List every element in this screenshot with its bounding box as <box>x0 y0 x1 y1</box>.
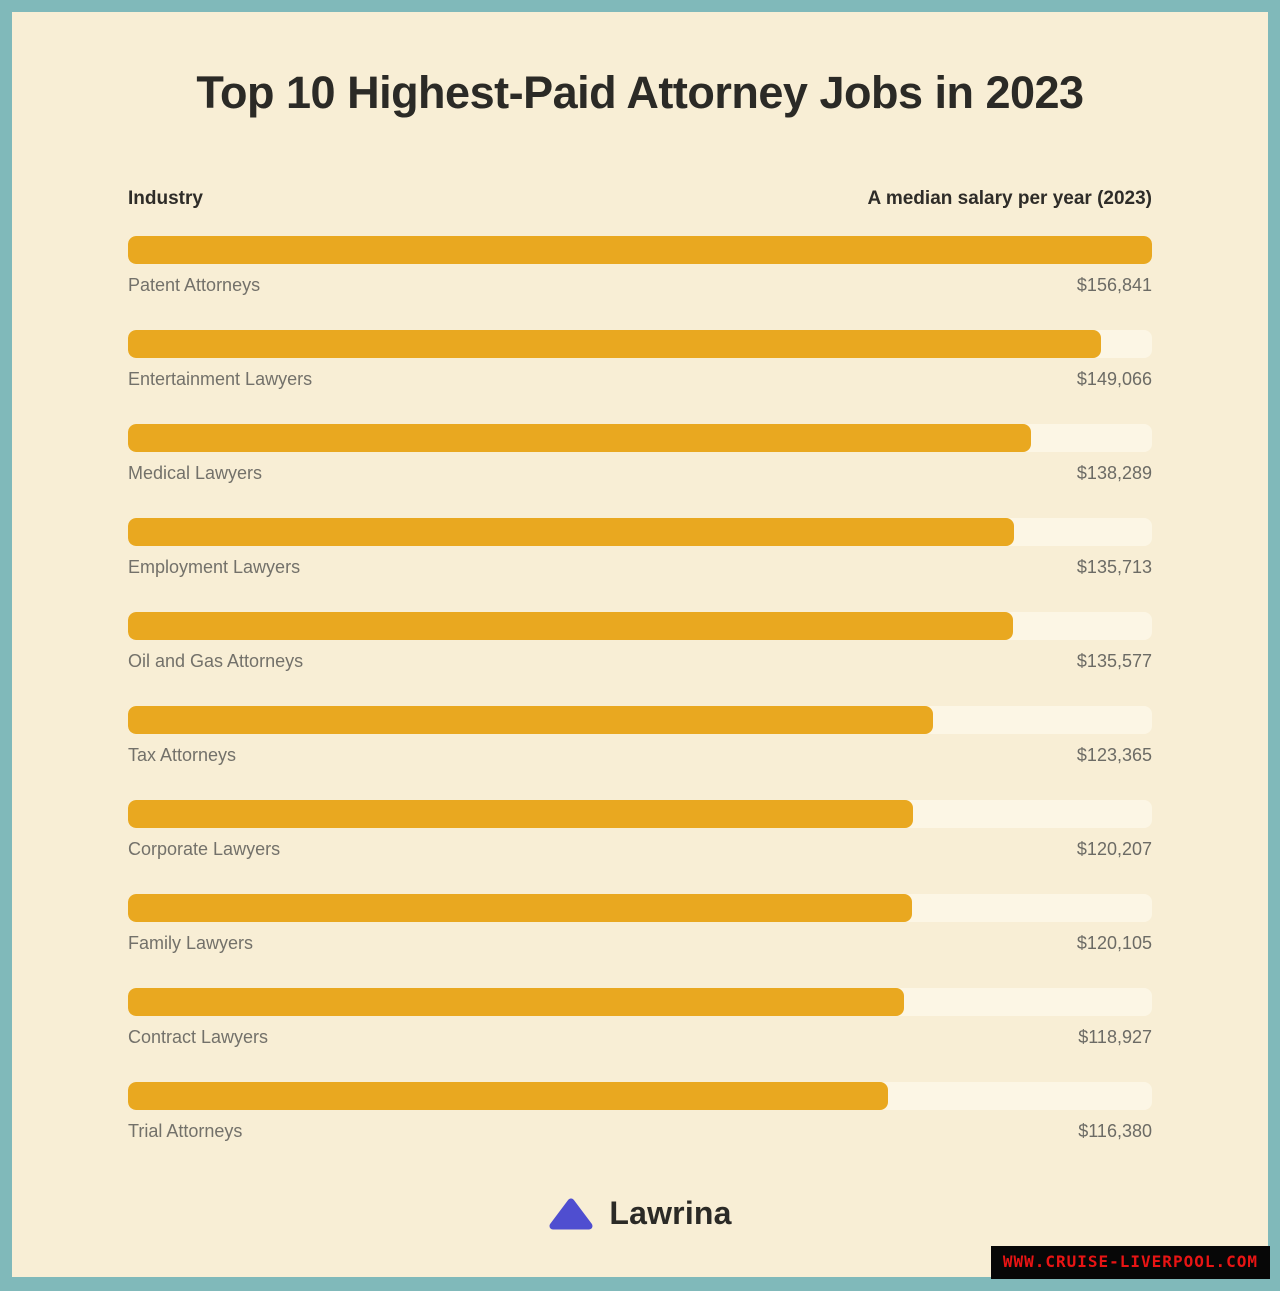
salary-bar <box>128 706 934 734</box>
bar-row-text: Medical Lawyers $138,289 <box>128 462 1152 484</box>
bar-row: Medical Lawyers $138,289 <box>128 424 1152 484</box>
salary-bar <box>128 988 905 1016</box>
bar-row: Trial Attorneys $116,380 <box>128 1082 1152 1142</box>
industry-label: Oil and Gas Attorneys <box>128 651 304 671</box>
chart-area: Industry A median salary per year (2023)… <box>128 188 1152 1176</box>
salary-bar <box>128 424 1031 452</box>
bar-track <box>128 424 1152 452</box>
salary-value: $120,207 <box>1076 839 1152 859</box>
brand-name: Lawrina <box>609 1195 732 1231</box>
industry-label: Trial Attorneys <box>128 1121 243 1141</box>
industry-label: Contract Lawyers <box>128 1027 269 1047</box>
salary-value: $149,066 <box>1076 369 1152 389</box>
watermark-text: WWW.CRUISE-LIVERPOOL.COM <box>1002 1252 1258 1271</box>
bar-track <box>128 1082 1152 1110</box>
industry-label: Entertainment Lawyers <box>128 369 313 389</box>
industry-label: Corporate Lawyers <box>128 839 281 859</box>
bar-track <box>128 894 1152 922</box>
salary-value: $118,927 <box>1078 1027 1152 1047</box>
bar-track <box>128 800 1152 828</box>
salary-value: $135,577 <box>1076 651 1152 671</box>
bar-row: Corporate Lawyers $120,207 <box>128 800 1152 860</box>
bar-row-text: Patent Attorneys $156,841 <box>128 274 1152 296</box>
salary-bar <box>128 800 913 828</box>
column-headers: Industry A median salary per year (2023) <box>128 188 1152 210</box>
salary-value: $138,289 <box>1076 463 1152 483</box>
salary-value: $116,380 <box>1078 1121 1152 1141</box>
bar-track <box>128 236 1152 264</box>
bar-row: Contract Lawyers $118,927 <box>128 988 1152 1048</box>
industry-label: Medical Lawyers <box>128 463 263 483</box>
salary-value: $156,841 <box>1076 275 1152 295</box>
salary-value: $135,713 <box>1076 557 1152 577</box>
salary-bar <box>128 236 1152 264</box>
salary-value: $120,105 <box>1076 933 1152 953</box>
industry-label: Patent Attorneys <box>128 275 261 295</box>
bar-row-text: Family Lawyers $120,105 <box>128 932 1152 954</box>
bar-track <box>128 706 1152 734</box>
watermark-badge: WWW.CRUISE-LIVERPOOL.COM <box>990 1246 1270 1279</box>
bar-row: Oil and Gas Attorneys $135,577 <box>128 612 1152 672</box>
column-header-salary: A median salary per year (2023) <box>867 188 1152 209</box>
industry-label: Family Lawyers <box>128 933 254 953</box>
bar-row: Patent Attorneys $156,841 <box>128 236 1152 296</box>
bar-track <box>128 988 1152 1016</box>
bar-row: Family Lawyers $120,105 <box>128 894 1152 954</box>
bar-row-text: Tax Attorneys $123,365 <box>128 744 1152 766</box>
bar-row: Tax Attorneys $123,365 <box>128 706 1152 766</box>
bar-track <box>128 612 1152 640</box>
salary-bar <box>128 612 1014 640</box>
bar-row: Entertainment Lawyers $149,066 <box>128 330 1152 390</box>
page-title: Top 10 Highest-Paid Attorney Jobs in 202… <box>196 67 1084 118</box>
bar-row-text: Corporate Lawyers $120,207 <box>128 838 1152 860</box>
industry-label: Tax Attorneys <box>128 745 237 765</box>
bar-row: Employment Lawyers $135,713 <box>128 518 1152 578</box>
salary-bar <box>128 330 1102 358</box>
salary-bar <box>128 518 1015 546</box>
bar-row-text: Employment Lawyers $135,713 <box>128 556 1152 578</box>
bar-rows: Patent Attorneys $156,841 Entertainment … <box>128 236 1152 1142</box>
column-header-industry: Industry <box>128 188 203 209</box>
salary-bar <box>128 894 913 922</box>
bar-track <box>128 330 1152 358</box>
industry-label: Employment Lawyers <box>128 557 301 577</box>
salary-bar <box>128 1082 888 1110</box>
bar-row-text: Contract Lawyers $118,927 <box>128 1026 1152 1048</box>
lawrina-triangle-icon <box>549 1198 593 1229</box>
bar-row-text: Entertainment Lawyers $149,066 <box>128 368 1152 390</box>
salary-value: $123,365 <box>1076 745 1152 765</box>
bar-row-text: Oil and Gas Attorneys $135,577 <box>128 650 1152 672</box>
infographic-panel: Top 10 Highest-Paid Attorney Jobs in 202… <box>12 12 1268 1277</box>
bar-row-text: Trial Attorneys $116,380 <box>128 1120 1152 1142</box>
brand-footer: Lawrina <box>12 1195 1268 1232</box>
bar-track <box>128 518 1152 546</box>
